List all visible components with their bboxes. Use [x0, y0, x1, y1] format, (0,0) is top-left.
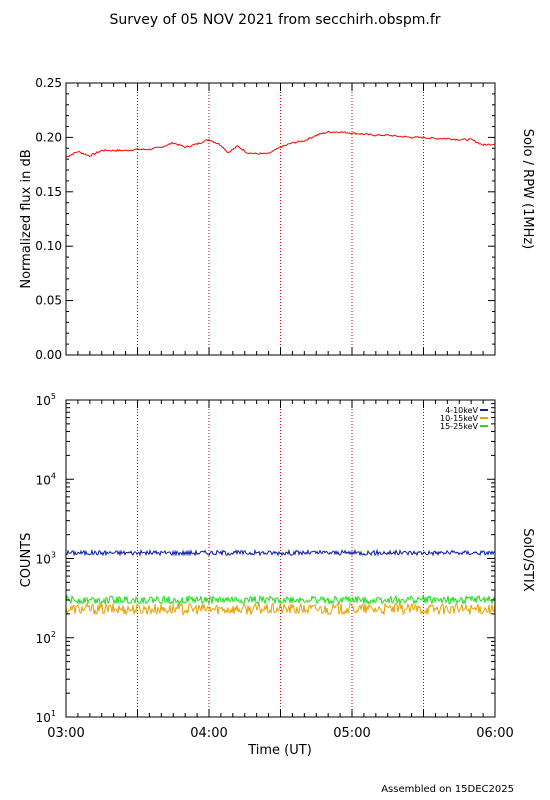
- footer-assembled: Assembled on 15DEC2025: [381, 784, 514, 795]
- legend-label: 4-10keV: [445, 406, 478, 415]
- rpw-flux-series: [65, 130, 496, 158]
- rpw-panel: 0.00 0.05 0.10 0.15 0.20 0.25 Normalized flux…: [19, 76, 535, 362]
- legend-label: 10-15keV: [440, 414, 479, 423]
- stix-series-15-25keV: [65, 594, 496, 606]
- figure-title: Survey of 05 NOV 2021 from secchirh.obsp…: [109, 12, 440, 28]
- stix-series-4-10keV: [65, 548, 496, 557]
- stix-y-tick-label: 105: [36, 392, 56, 408]
- stix-panel: 101 102 103 104 105 03:00 04:00 05:00 06:00 COUN…: [19, 392, 535, 758]
- stix-x-tick-label: 05:00: [333, 726, 370, 741]
- rpw-y-tick-label: 0.00: [35, 348, 62, 362]
- rpw-y-tick-label: 0.05: [35, 294, 62, 308]
- legend-label: 15-25keV: [440, 422, 479, 431]
- rpw-y-axis-label: Normalized flux in dB: [19, 149, 34, 288]
- stix-x-tick-label: 04:00: [190, 726, 227, 741]
- stix-series-10-15keV: [65, 602, 496, 617]
- stix-plot-frame: [65, 399, 496, 718]
- stix-x-tick-label: 03:00: [47, 726, 84, 741]
- x-axis-label: Time (UT): [247, 743, 312, 758]
- stix-y-tick-label: 104: [36, 471, 56, 487]
- stix-x-tick-label: 06:00: [476, 726, 513, 741]
- stix-right-label: SolO/STIX: [520, 528, 535, 591]
- rpw-y-tick-label: 0.25: [35, 76, 62, 90]
- stix-y-axis-label: COUNTS: [19, 533, 34, 588]
- stix-y-tick-label: 101: [36, 709, 56, 725]
- stix-y-tick-label: 102: [36, 630, 56, 646]
- rpw-y-tick-label: 0.10: [35, 239, 62, 253]
- rpw-y-tick-label: 0.15: [35, 185, 62, 199]
- rpw-y-tick-label: 0.20: [35, 130, 62, 144]
- rpw-right-label: Solo / RPW (1MHz): [520, 129, 535, 250]
- stix-y-tick-label: 103: [36, 551, 56, 567]
